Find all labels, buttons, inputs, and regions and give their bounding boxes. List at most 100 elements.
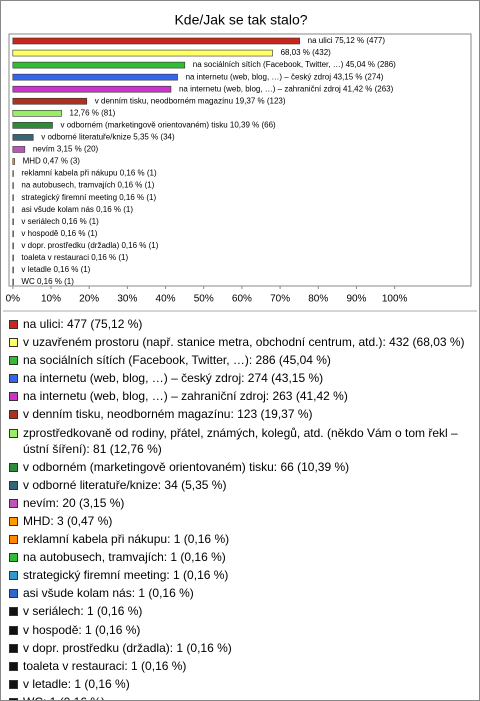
value-label: v odborné literatuře/knize 5,35 % (34) xyxy=(41,133,175,142)
legend-item: na sociálních sítích (Facebook, Twitter,… xyxy=(9,352,471,368)
value-label: v seriálech 0,16 % (1) xyxy=(21,217,99,226)
legend-item: MHD: 3 (0,47 %) xyxy=(9,513,471,529)
legend-label: MHD: 3 (0,47 %) xyxy=(23,513,113,528)
value-label: 68,03 % (432) xyxy=(281,48,332,57)
legend-swatch xyxy=(9,320,18,329)
legend-label: zprostředkovaně od rodiny, přátel, známý… xyxy=(23,425,458,456)
x-tick-label: 70% xyxy=(270,294,290,305)
legend-item: v denním tisku, neodborném magazínu: 123… xyxy=(9,406,471,422)
value-label: MHD 0,47 % (3) xyxy=(23,157,81,166)
legend-item: na ulici: 477 (75,12 %) xyxy=(9,316,471,332)
bar xyxy=(12,206,14,213)
bar xyxy=(12,97,88,105)
legend-swatch xyxy=(9,480,18,490)
legend-swatch xyxy=(9,661,18,671)
value-label: 12,76 % (81) xyxy=(70,108,116,117)
legend-swatch xyxy=(9,392,18,402)
value-label: v denním tisku, neodborném magazínu 19,3… xyxy=(95,96,286,105)
legend-swatch xyxy=(9,607,18,617)
plot-frame xyxy=(8,33,472,287)
x-tick-label: 20% xyxy=(79,294,99,305)
legend-swatch xyxy=(9,338,18,348)
bar xyxy=(12,218,14,226)
legend-item: v odborné literatuře/knize: 34 (5,35 %) xyxy=(9,477,471,493)
value-label: v dopr. prostředku (držadla) 0,16 % (1) xyxy=(21,241,158,250)
legend-label: v dopr. prostředku (držadla): 1 (0,16 %) xyxy=(23,640,232,655)
legend-label: strategický firemní meeting: 1 (0,16 %) xyxy=(23,568,229,583)
legend-item: v dopr. prostředku (držadla): 1 (0,16 %) xyxy=(9,640,471,656)
bar xyxy=(12,134,34,141)
bar xyxy=(12,242,14,250)
legend-item: v hospodě: 1 (0,16 %) xyxy=(9,622,471,638)
bar xyxy=(12,266,14,274)
legend-item: asi všude kolam nás: 1 (0,16 %) xyxy=(9,585,471,601)
legend-label: v seriálech: 1 (0,16 %) xyxy=(23,604,143,619)
legend-swatch xyxy=(9,625,18,635)
value-label: strategický firemní meeting 0,16 % (1) xyxy=(21,193,156,202)
bar xyxy=(12,194,14,201)
legend-label: na ulici: 477 (75,12 %) xyxy=(23,317,143,331)
x-tick-label: 40% xyxy=(156,294,176,305)
legend-label: reklamní kabela při nákupu: 1 (0,16 %) xyxy=(23,532,230,547)
legend-label: toaleta v restauraci: 1 (0,16 %) xyxy=(23,658,187,673)
bar xyxy=(12,146,26,153)
value-label: na internetu (web, blog, …) – zahraniční… xyxy=(179,84,394,93)
x-tick-label: 80% xyxy=(308,294,328,305)
value-label: na ulici 75,12 % (477) xyxy=(308,36,386,45)
legend-swatch xyxy=(9,535,18,545)
legend-item: v uzavřeném prostoru (např. stanice metr… xyxy=(9,334,471,350)
legend-label: v denním tisku, neodborném magazínu: 123… xyxy=(23,407,313,422)
value-label: na internetu (web, blog, …) – český zdro… xyxy=(186,72,384,81)
legend-label: na sociálních sítích (Facebook, Twitter,… xyxy=(23,353,331,368)
x-tick-label: 60% xyxy=(232,294,252,305)
legend-swatch xyxy=(9,410,18,420)
legend-label: v letadle: 1 (0,16 %) xyxy=(23,676,130,691)
chart-title: Kde/Jak se tak stalo? xyxy=(174,12,307,28)
bar xyxy=(12,254,14,262)
value-label: v hospodě 0,16 % (1) xyxy=(21,229,97,238)
legend-label: v odborné literatuře/knize: 34 (5,35 %) xyxy=(23,477,227,492)
bar xyxy=(12,278,14,286)
bar xyxy=(12,61,186,69)
legend-item: WC: 1 (0,16 %) xyxy=(9,694,471,700)
legend-swatch xyxy=(9,498,18,508)
legend-label: na internetu (web, blog, …) – český zdro… xyxy=(23,371,324,386)
bar xyxy=(12,73,178,81)
legend-label: v odborném (marketingově orientovaném) t… xyxy=(23,459,350,474)
value-label: v odborném (marketingově orientovaném) t… xyxy=(60,120,276,129)
value-label: asi všude kolam nás 0,16 % (1) xyxy=(21,205,133,214)
x-tick-label: 30% xyxy=(117,294,137,305)
value-label: toaleta v restauraci 0,16 % (1) xyxy=(21,253,128,262)
legend-swatch xyxy=(9,571,18,581)
legend-label: asi všude kolam nás: 1 (0,16 %) xyxy=(23,586,194,601)
value-label: nevím 3,15 % (20) xyxy=(33,145,99,154)
legend-item: zprostředkovaně od rodiny, přátel, známý… xyxy=(9,425,471,457)
legend-item: nevím: 20 (3,15 %) xyxy=(9,495,471,511)
bar xyxy=(12,122,53,129)
x-tick-label: 100% xyxy=(382,294,408,305)
value-label: v letadle 0,16 % (1) xyxy=(21,265,90,274)
legend-label: na internetu (web, blog, …) – zahraniční… xyxy=(23,389,348,404)
legend-item: strategický firemní meeting: 1 (0,16 %) xyxy=(9,567,471,583)
x-tick-label: 0% xyxy=(6,294,21,305)
legend-label: nevím: 20 (3,15 %) xyxy=(23,495,125,510)
legend-item: reklamní kabela při nákupu: 1 (0,16 %) xyxy=(9,531,471,547)
legend-item: v seriálech: 1 (0,16 %) xyxy=(9,603,471,619)
legend-swatch xyxy=(9,428,18,438)
x-tick-label: 90% xyxy=(346,294,366,305)
legend-swatch xyxy=(9,643,18,653)
legend-swatch xyxy=(9,553,18,563)
value-label: na sociálních sítích (Facebook, Twitter,… xyxy=(193,60,396,69)
legend-item: v odborném (marketingově orientovaném) t… xyxy=(9,459,471,475)
legend-swatch xyxy=(9,462,18,472)
bar xyxy=(12,182,14,189)
legend-swatch xyxy=(9,516,18,526)
value-label: na autobusech, tramvajích 0,16 % (1) xyxy=(21,181,154,190)
bar xyxy=(12,49,273,57)
bar xyxy=(12,158,15,165)
legend-label: na autobusech, tramvajích: 1 (0,16 %) xyxy=(23,550,226,565)
legend: na ulici: 477 (75,12 %) v uzavřeném prost… xyxy=(9,316,471,700)
bar xyxy=(12,85,172,93)
legend-label: v uzavřeném prostoru (např. stanice metr… xyxy=(23,335,465,350)
